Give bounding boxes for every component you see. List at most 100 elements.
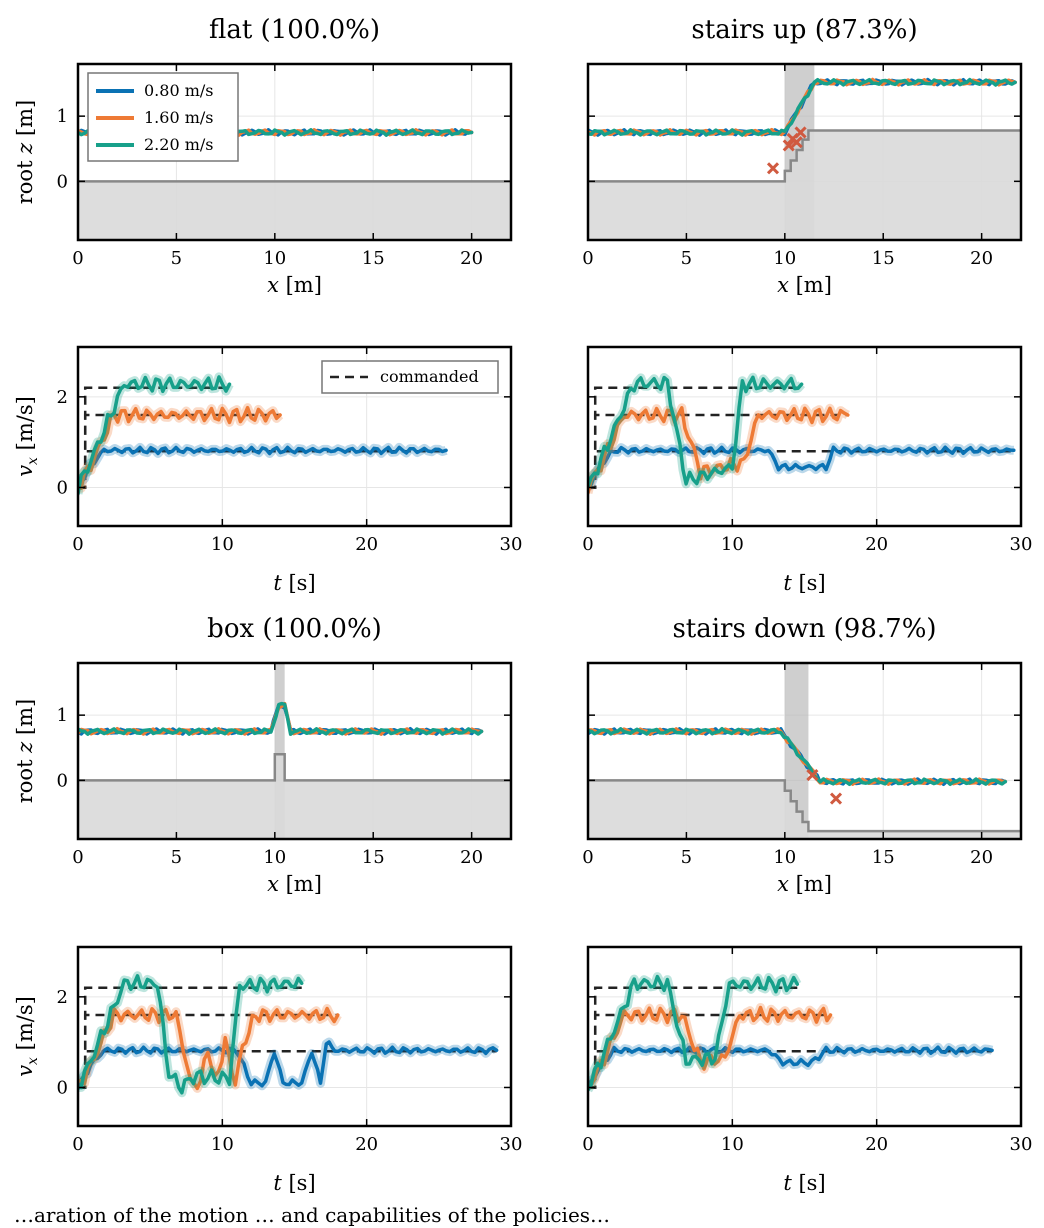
series-line-3 [588,77,1017,137]
axes-frame [76,62,513,242]
x-tick-label: 5 [681,248,692,269]
axes-frame [76,345,513,528]
x-tick-label: 30 [1010,1134,1033,1155]
x-tick-label: 30 [500,1134,523,1155]
series-line-3 [78,974,304,1095]
terrain-line [588,129,1021,183]
x-tick-label: 0 [582,1134,593,1155]
axes-frame [76,661,513,841]
series-line-3 [78,701,484,736]
x-axis-label: t [s] [783,1171,825,1195]
x-tick-label: 15 [872,248,895,269]
series-line-1 [78,445,448,488]
x-tick-label: 20 [970,248,993,269]
panel-flat-v: 0 10 20 30 0 2 t [s] vx [m/s] commanded [13,345,523,595]
x-tick-label: 20 [460,248,483,269]
x-tick-label: 0 [72,248,83,269]
series-line-2 [78,405,282,491]
x-tick-label: 20 [865,1134,888,1155]
commanded-legend: commanded [321,360,499,394]
x-tick-label: 5 [171,248,182,269]
plot-area [588,64,1021,240]
panel-title: stairs up (87.3%) [691,15,917,45]
axes-frame [586,945,1023,1128]
y-tick-label: 0 [57,1077,68,1098]
x-axis-label: x [m] [777,273,832,297]
series-line-1 [78,1040,499,1091]
y-tick-label: 0 [57,477,68,498]
panel-flat-z: 0 5 10 15 20 0 1 flat (100.0%) x [m] root z [m] 0.… [13,15,513,297]
x-tick-label: 0 [72,1134,83,1155]
y-tick-label: 2 [57,987,68,1008]
terrain-fill [78,181,511,240]
panel-title: box (100.0%) [207,614,382,644]
legend-label-2: 1.60 m/s [144,108,213,127]
x-tick-label: 10 [211,534,234,555]
x-tick-label: 20 [865,534,888,555]
axes-frame [586,345,1023,528]
x-tick-label: 20 [460,847,483,868]
x-axis-label: x [m] [267,273,322,297]
x-axis-label: t [s] [783,571,825,595]
x-tick-label: 10 [721,1134,744,1155]
x-tick-label: 0 [582,248,593,269]
x-tick-label: 15 [872,847,895,868]
y-tick-label: 0 [57,171,68,192]
x-tick-label: 15 [362,248,385,269]
panel-title: flat (100.0%) [209,15,380,45]
y-axis-label: vx [m/s] [13,996,41,1077]
x-tick-label: 30 [500,534,523,555]
fall-marker [790,136,803,149]
terrain-fill [588,130,1021,240]
x-tick-label: 0 [72,534,83,555]
x-tick-label: 10 [773,847,796,868]
y-axis-label: root z [m] [13,100,37,205]
x-tick-label: 5 [171,847,182,868]
legend-label-3: 2.20 m/s [144,135,213,154]
obstacle-region [274,663,285,839]
x-axis-label: x [m] [267,872,322,896]
panel-stairs-down-v: 0 10 20 30 t [s] [582,945,1033,1195]
x-tick-label: 20 [355,1134,378,1155]
fall-marker [782,139,795,152]
x-tick-label: 5 [681,847,692,868]
plot-area [588,947,1021,1126]
panel-box-z: 0 5 10 15 20 0 1 box (100.0%) x [m] root z [m] [13,614,513,896]
panel-stairs-down-z: 0 5 10 15 20 stairs down (98.7%) x [m] [582,614,1023,896]
x-axis-label: t [s] [273,1171,315,1195]
fall-marker [794,126,807,139]
series-line-3 [588,375,804,489]
terrain-line [588,779,1021,833]
figure-caption: …aration of the motion … and capabilitie… [14,1203,610,1227]
panel-box-v: 0 10 20 30 0 2 t [s] vx [m/s] [13,945,523,1195]
x-tick-label: 10 [721,534,744,555]
speed-legend: 0.80 m/s 1.60 m/s 2.20 m/s [87,72,239,162]
x-tick-label: 0 [582,534,593,555]
fall-marker [829,792,843,805]
y-axis-label: root z [m] [13,699,37,804]
panel-stairs-up-v: 0 10 20 30 t [s] [582,345,1032,595]
x-tick-label: 10 [263,847,286,868]
axes-frame [586,62,1023,242]
x-tick-label: 15 [362,847,385,868]
series-line-3 [588,974,800,1092]
x-tick-label: 0 [582,847,593,868]
axes-frame [586,661,1023,841]
y-tick-label: 1 [57,705,68,726]
x-tick-label: 10 [263,248,286,269]
panel-title: stairs down (98.7%) [672,614,936,644]
y-tick-label: 1 [57,106,68,127]
y-tick-label: 0 [57,770,68,791]
series-line-2 [78,1006,340,1091]
terrain-fill [588,780,1021,839]
plot-area [588,663,1021,839]
plot-area [78,947,511,1126]
series-line-3 [78,375,232,496]
x-tick-label: 20 [355,534,378,555]
y-axis-label: vx [m/s] [13,396,41,477]
terrain-fill [78,754,511,839]
x-tick-label: 10 [211,1134,234,1155]
series-line-2 [588,1005,833,1088]
fall-marker [766,162,780,175]
